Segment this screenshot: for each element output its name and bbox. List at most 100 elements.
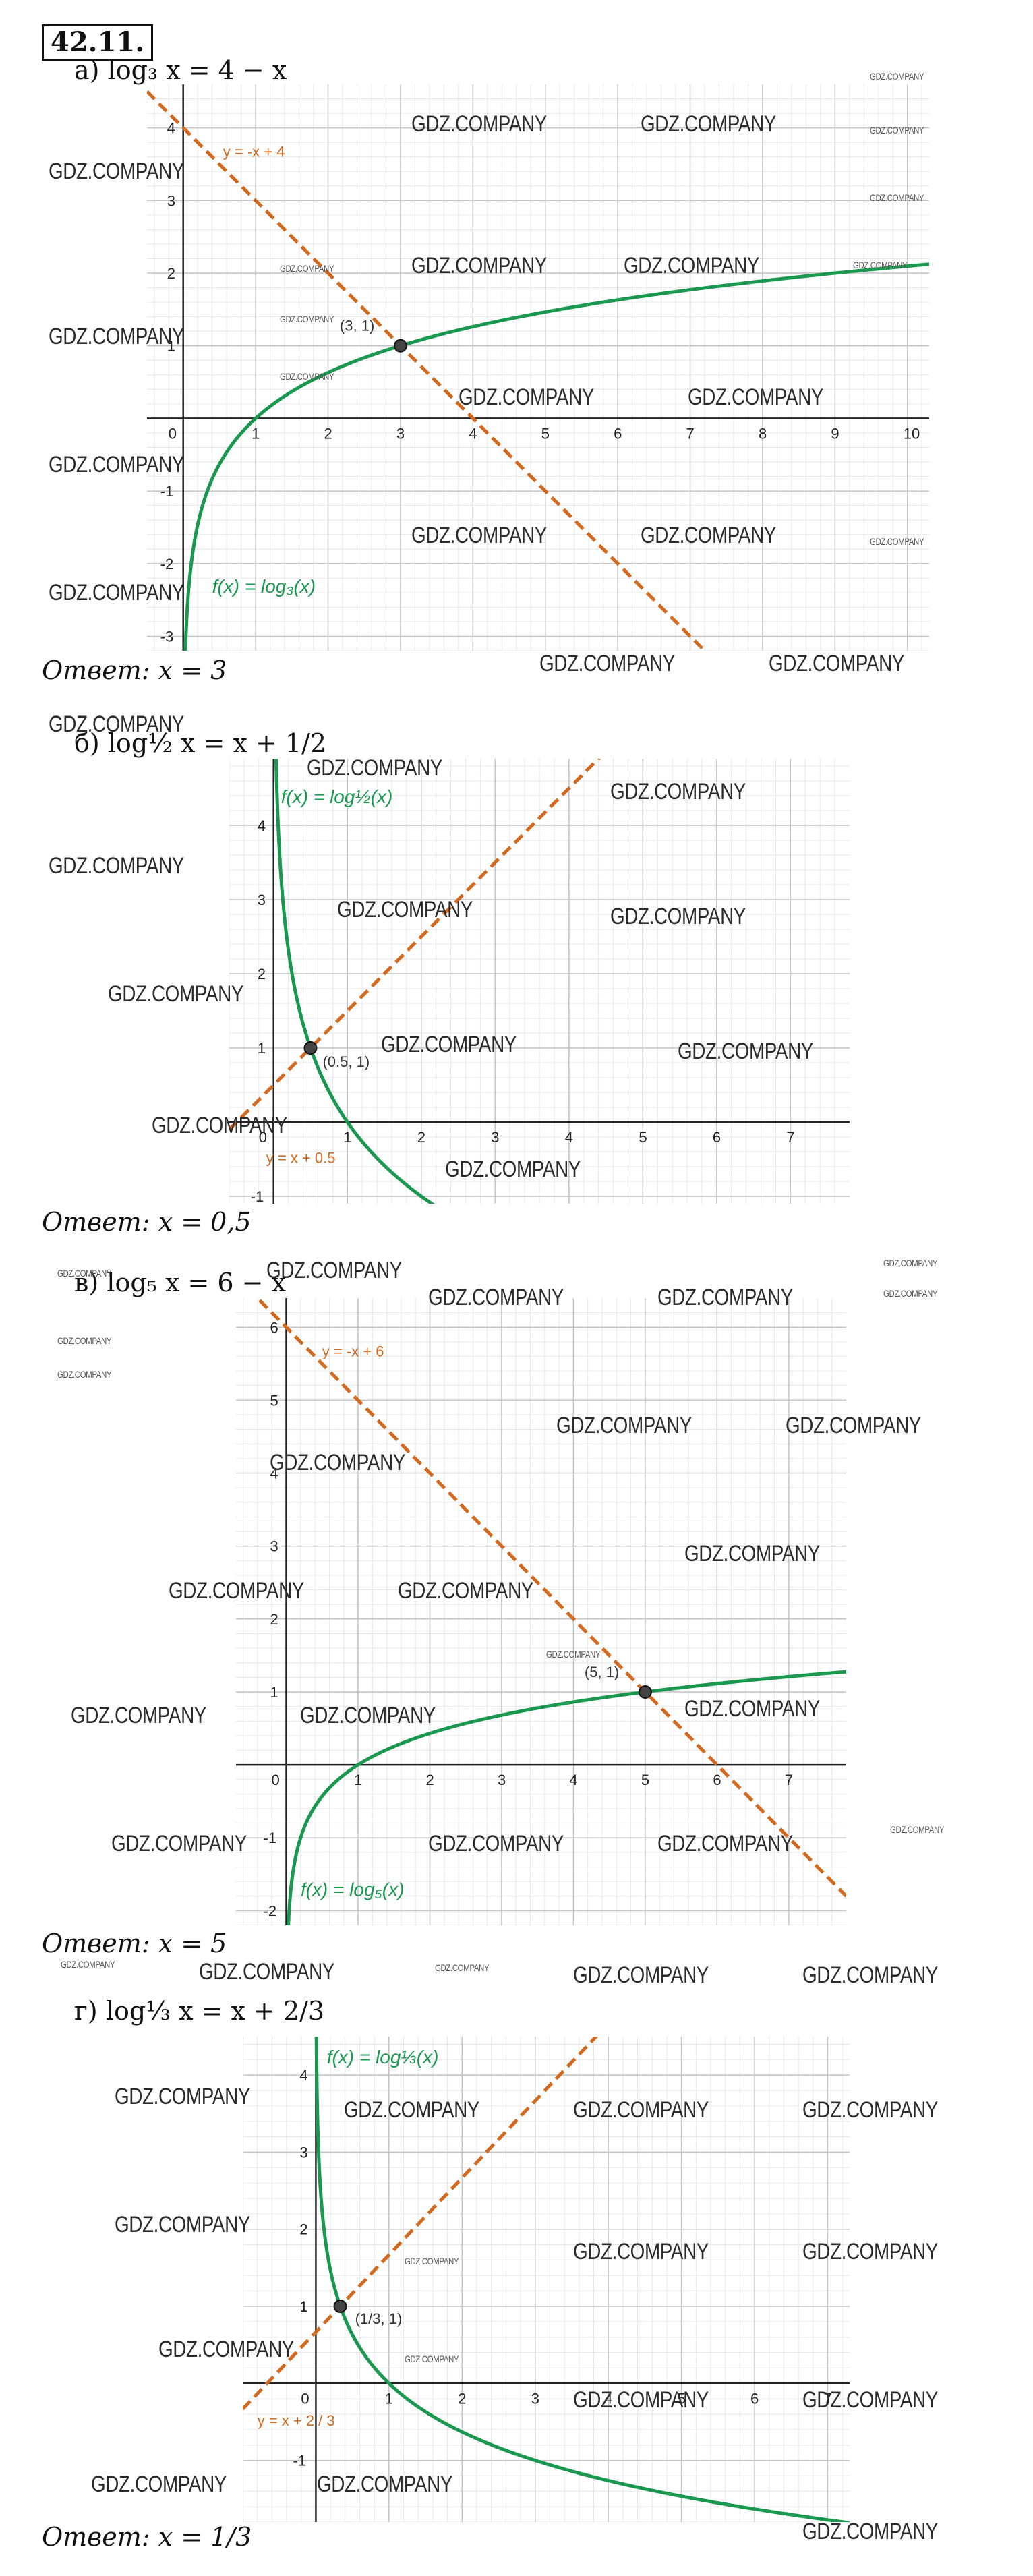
watermark: GDZ.COMPANY [411, 253, 547, 279]
x-tick-label: 5 [639, 1129, 647, 1146]
watermark: GDZ.COMPANY [428, 1285, 564, 1310]
answer-v: Ответ: x = 5 [42, 1929, 227, 1958]
watermark: GDZ.COMPANY [802, 2239, 938, 2264]
minor-grid [147, 84, 929, 651]
x-tick-label: 6 [713, 1129, 721, 1146]
x-tick-label: 2 [324, 425, 332, 442]
x-tick-label: 0 [259, 1129, 267, 1146]
y-tick-label: 1 [167, 338, 175, 355]
watermark: GDZ.COMPANY [802, 2387, 938, 2413]
watermark: GDZ.COMPANY [337, 897, 473, 923]
y-tick-label: 2 [258, 966, 266, 983]
series-label-line: y = -x + 6 [322, 1343, 384, 1360]
y-tick-label: -1 [264, 1829, 277, 1846]
x-tick-label: 1 [252, 425, 260, 442]
equation-v: в) log₅ x = 6 − x [74, 1268, 287, 1297]
x-tick-label: 5 [678, 2390, 686, 2407]
answer-b: Ответ: x = 0,5 [42, 1207, 252, 1237]
watermark-small: GDZ.COMPANY [853, 260, 908, 270]
major-grid [243, 2037, 850, 2522]
series-label-log: f(x) = log⅓(x) [327, 2047, 439, 2068]
watermark: GDZ.COMPANY [307, 755, 442, 781]
series-label-log: f(x) = log₅(x) [301, 1879, 405, 1900]
equation-g: г) log⅓ x = x + 2/3 [74, 1996, 325, 2026]
watermark: GDZ.COMPANY [381, 1032, 516, 1057]
watermark: GDZ.COMPANY [266, 1258, 402, 1283]
watermark: GDZ.COMPANY [169, 1578, 304, 1604]
y-tick-label: 3 [167, 192, 175, 209]
point-label: (1/3, 1) [355, 2310, 403, 2327]
equation-b: б) log½ x = x + 1/2 [74, 728, 327, 758]
x-tick-label: 10 [904, 425, 920, 442]
x-tick-label: 3 [491, 1129, 499, 1146]
watermark-small: GDZ.COMPANY [280, 314, 334, 324]
series-label-line: y = x + 2 / 3 [258, 2412, 335, 2429]
watermark-small: GDZ.COMPANY [435, 1962, 490, 1973]
watermark: GDZ.COMPANY [398, 1578, 533, 1604]
x-tick-label: 8 [759, 425, 767, 442]
y-tick-label: 6 [270, 1319, 278, 1336]
chart-v: 0 1 2 3 4 5 6 7 -2 -1 1 2 3 4 5 6 f(x) = log₅(x) y = -x +… [236, 1298, 846, 1925]
y-tick-label: 4 [258, 817, 266, 834]
watermark: GDZ.COMPANY [71, 1703, 206, 1728]
x-tick-label: 4 [469, 425, 477, 442]
x-tick-label: 7 [786, 1129, 794, 1146]
y-tick-label: 4 [270, 1465, 278, 1482]
watermark: GDZ.COMPANY [573, 2387, 709, 2413]
x-tick-label: 2 [417, 1129, 425, 1146]
watermark: GDZ.COMPANY [573, 1962, 709, 1988]
watermark: GDZ.COMPANY [684, 1541, 820, 1567]
watermark: GDZ.COMPANY [802, 2519, 938, 2544]
x-tick-label: 1 [343, 1129, 351, 1146]
series-label-line: y = -x + 4 [223, 144, 285, 160]
y-tick-label: 5 [270, 1392, 278, 1409]
y-tick-label: 3 [258, 891, 266, 908]
point-label: (0.5, 1) [322, 1053, 370, 1070]
line-curve [229, 759, 601, 1131]
watermark: GDZ.COMPANY [641, 111, 776, 137]
watermark-small: GDZ.COMPANY [870, 125, 924, 136]
x-tick-label: 3 [498, 1772, 506, 1788]
watermark: GDZ.COMPANY [802, 2097, 938, 2123]
watermark-small: GDZ.COMPANY [883, 1288, 938, 1299]
watermark: GDZ.COMPANY [624, 253, 759, 279]
watermark-small: GDZ.COMPANY [870, 192, 924, 203]
watermark: GDZ.COMPANY [411, 523, 547, 548]
intersection-point [393, 339, 407, 353]
answer-a: Ответ: x = 3 [42, 655, 227, 685]
watermark: GDZ.COMPANY [344, 2097, 479, 2123]
equation-a: а) log₃ x = 4 − x [74, 55, 287, 85]
chart-b: 0 1 2 3 4 5 6 7 -1 1 2 3 4 f(x) = log½(x) y = x + 0.5 (… [229, 759, 850, 1204]
watermark-small: GDZ.COMPANY [405, 2256, 459, 2266]
watermark: GDZ.COMPANY [641, 523, 776, 548]
watermark-small: GDZ.COMPANY [57, 1369, 112, 1380]
series-label-log: f(x) = log½(x) [281, 786, 393, 807]
watermark-small: GDZ.COMPANY [61, 1959, 115, 1970]
y-tick-label: 1 [270, 1684, 278, 1701]
watermark: GDZ.COMPANY [769, 651, 904, 676]
x-tick-label: 6 [713, 1772, 721, 1788]
point-label: (5, 1) [585, 1664, 619, 1680]
watermark-small: GDZ.COMPANY [546, 1649, 601, 1660]
y-tick-label: -1 [251, 1188, 264, 1204]
major-grid [229, 759, 850, 1204]
series-label-log: f(x) = log₃(x) [212, 576, 316, 597]
x-tick-label: 1 [385, 2390, 393, 2407]
x-tick-label: 7 [823, 2390, 831, 2407]
watermark: GDZ.COMPANY [49, 580, 184, 606]
x-tick-label: 7 [785, 1772, 793, 1788]
x-tick-label: 5 [641, 1772, 649, 1788]
watermark: GDZ.COMPANY [49, 324, 184, 349]
watermark: GDZ.COMPANY [317, 2471, 452, 2497]
intersection-point [333, 2300, 347, 2313]
y-tick-label: 4 [167, 120, 175, 137]
x-tick-label: 6 [614, 425, 622, 442]
x-tick-label: 0 [272, 1772, 280, 1788]
y-tick-label: -2 [264, 1902, 277, 1919]
watermark: GDZ.COMPANY [657, 1831, 793, 1856]
watermark-small: GDZ.COMPANY [883, 1258, 938, 1268]
watermark: GDZ.COMPANY [111, 1831, 247, 1856]
watermark-small: GDZ.COMPANY [280, 371, 334, 382]
line-curve [243, 2037, 599, 2411]
watermark: GDZ.COMPANY [115, 2212, 250, 2237]
